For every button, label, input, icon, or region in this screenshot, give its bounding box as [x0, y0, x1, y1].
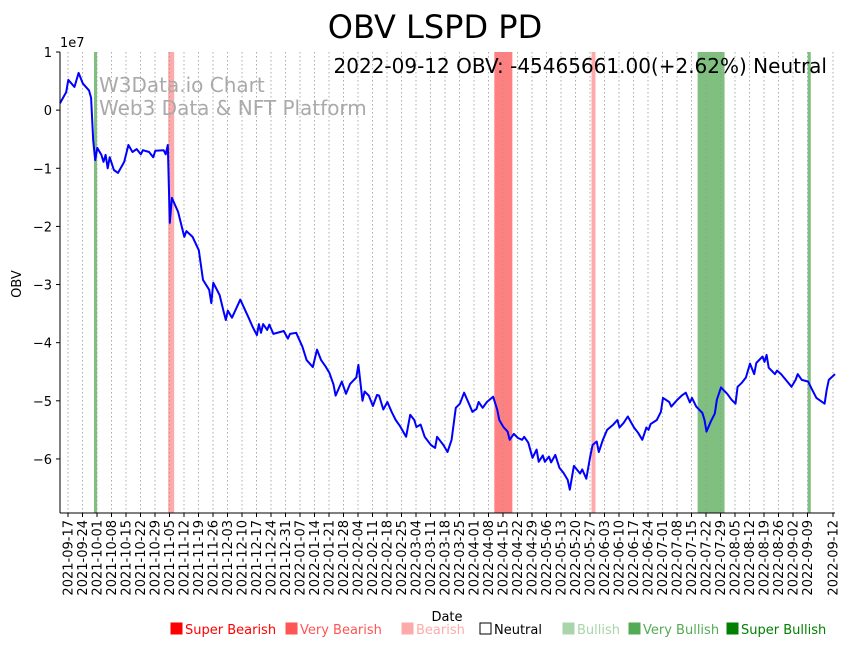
legend-label: Neutral	[494, 623, 542, 638]
y-tick-label: −5	[33, 395, 52, 410]
y-tick-label: −4	[33, 337, 52, 352]
x-tick-label: 2021-11-26	[207, 520, 222, 596]
y-tick-label: 1	[44, 46, 52, 61]
x-tick-label: 2022-05-06	[540, 520, 555, 596]
x-axis-label: Date	[431, 610, 462, 625]
y-axis-ticks: 1 0 −1 −2 −3 −4 −5 −6	[33, 46, 60, 468]
x-tick-label: 2022-04-22	[511, 520, 526, 596]
x-tick-label: 2021-10-01	[91, 520, 106, 596]
x-tick-label: 2022-04-15	[497, 520, 512, 596]
x-tick-label: 2022-01-28	[337, 520, 352, 596]
band-very-bearish	[591, 52, 596, 513]
x-tick-label: 2022-02-11	[366, 520, 381, 596]
x-tick-label: 2022-03-25	[453, 520, 468, 596]
x-tick-label: 2021-09-17	[62, 520, 77, 596]
legend-swatch-super-bullish	[726, 622, 739, 635]
x-tick-label: 2021-10-15	[120, 520, 135, 596]
x-tick-label: 2022-01-14	[308, 520, 323, 596]
legend-swatch-very-bearish	[285, 622, 298, 635]
band-super-bullish	[697, 52, 725, 513]
y-tick-label: −6	[33, 453, 52, 468]
x-tick-label: 2022-06-24	[642, 520, 657, 596]
x-tick-label: 2022-02-25	[395, 520, 410, 596]
x-tick-label: 2021-11-05	[163, 520, 178, 596]
x-tick-label: 2022-07-29	[714, 520, 729, 596]
x-tick-label: 2022-05-27	[584, 520, 599, 596]
x-tick-label: 2022-02-04	[352, 520, 367, 596]
y-tick-label: −2	[33, 220, 52, 235]
x-tick-label: 2021-12-10	[236, 520, 251, 596]
x-tick-label: 2022-04-01	[468, 520, 483, 596]
legend-swatch-bearish	[401, 622, 414, 635]
x-tick-label: 2021-10-22	[134, 520, 149, 596]
x-tick-label: 2021-11-12	[178, 520, 193, 596]
x-axis-ticks: 2021-09-17 2021-09-24 2021-10-01 2021-10-08…	[62, 513, 842, 596]
band-very-bearish	[168, 52, 175, 513]
x-tick-label: 2021-12-17	[250, 520, 265, 596]
latest-value-annotation: 2022-09-12 OBV: -45465661.00(+2.62%) Neu…	[334, 54, 827, 78]
legend-swatch-very-bullish	[628, 622, 641, 635]
x-tick-label: 2022-01-07	[294, 520, 309, 596]
watermark-line-1: W3Data.io Chart	[99, 73, 265, 97]
obv-series-line	[59, 71, 836, 491]
x-tick-label: 2022-07-22	[700, 520, 715, 596]
x-tick-label: 2021-10-08	[105, 520, 120, 596]
y-tick-label: −3	[33, 279, 52, 294]
y-tick-label: −1	[33, 162, 52, 177]
y-axis-multiplier: 1e7	[60, 36, 85, 51]
x-tick-label: 2022-03-04	[410, 520, 425, 596]
x-tick-label: 2022-04-29	[526, 520, 541, 596]
x-tick-label: 2021-12-31	[279, 520, 294, 596]
x-tick-label: 2022-01-21	[323, 520, 338, 596]
legend-label: Super Bearish	[185, 623, 276, 638]
x-tick-label: 2022-08-05	[729, 520, 744, 596]
x-tick-label: 2022-09-12	[827, 520, 842, 596]
legend-label: Very Bullish	[643, 623, 719, 638]
chart-title: OBV LSPD PD	[328, 8, 542, 46]
x-tick-label: 2022-07-01	[656, 520, 671, 596]
x-tick-label: 2022-06-03	[598, 520, 613, 596]
x-tick-label: 2022-08-19	[758, 520, 773, 596]
x-tick-label: 2021-09-24	[76, 520, 91, 596]
legend-label: Very Bearish	[300, 623, 382, 638]
legend-swatch-super-bearish	[170, 622, 183, 635]
watermark-line-2: Web3 Data & NFT Platform	[99, 96, 367, 120]
signal-bands	[93, 52, 811, 513]
x-tick-label: 2022-05-13	[555, 520, 570, 596]
x-tick-label: 2022-07-15	[685, 520, 700, 596]
band-super-bullish	[807, 52, 811, 513]
x-tick-label: 2022-07-08	[671, 520, 686, 596]
x-tick-label: 2022-08-12	[743, 520, 758, 596]
x-tick-label: 2022-03-11	[424, 520, 439, 596]
legend-label: Bullish	[577, 623, 620, 638]
x-tick-label: 2022-06-10	[613, 520, 628, 596]
x-tick-label: 2022-03-18	[439, 520, 454, 596]
legend-swatch-neutral	[479, 622, 492, 635]
legend-label: Super Bullish	[741, 623, 826, 638]
x-tick-label: 2022-02-18	[381, 520, 396, 596]
x-tick-label: 2022-09-09	[801, 520, 816, 596]
x-tick-label: 2021-12-03	[221, 520, 236, 596]
y-tick-label: 0	[44, 104, 52, 119]
x-tick-label: 2021-11-19	[192, 520, 207, 596]
x-tick-label: 2022-09-02	[787, 520, 802, 596]
legend-swatch-bullish	[562, 622, 575, 635]
x-tick-label: 2022-05-20	[569, 520, 584, 596]
band-super-bearish	[494, 52, 513, 513]
legend-label: Bearish	[416, 623, 465, 638]
legend: Super Bearish Very Bearish Bearish Neutral B…	[170, 622, 826, 638]
band-super-bullish	[93, 52, 98, 513]
y-axis-label: OBV	[10, 270, 25, 298]
vertical-gridlines	[67, 52, 834, 513]
x-tick-label: 2021-10-29	[149, 520, 164, 596]
x-tick-label: 2022-06-17	[627, 520, 642, 596]
x-tick-label: 2021-12-24	[265, 520, 280, 596]
x-tick-label: 2022-08-26	[772, 520, 787, 596]
x-tick-label: 2022-04-08	[482, 520, 497, 596]
